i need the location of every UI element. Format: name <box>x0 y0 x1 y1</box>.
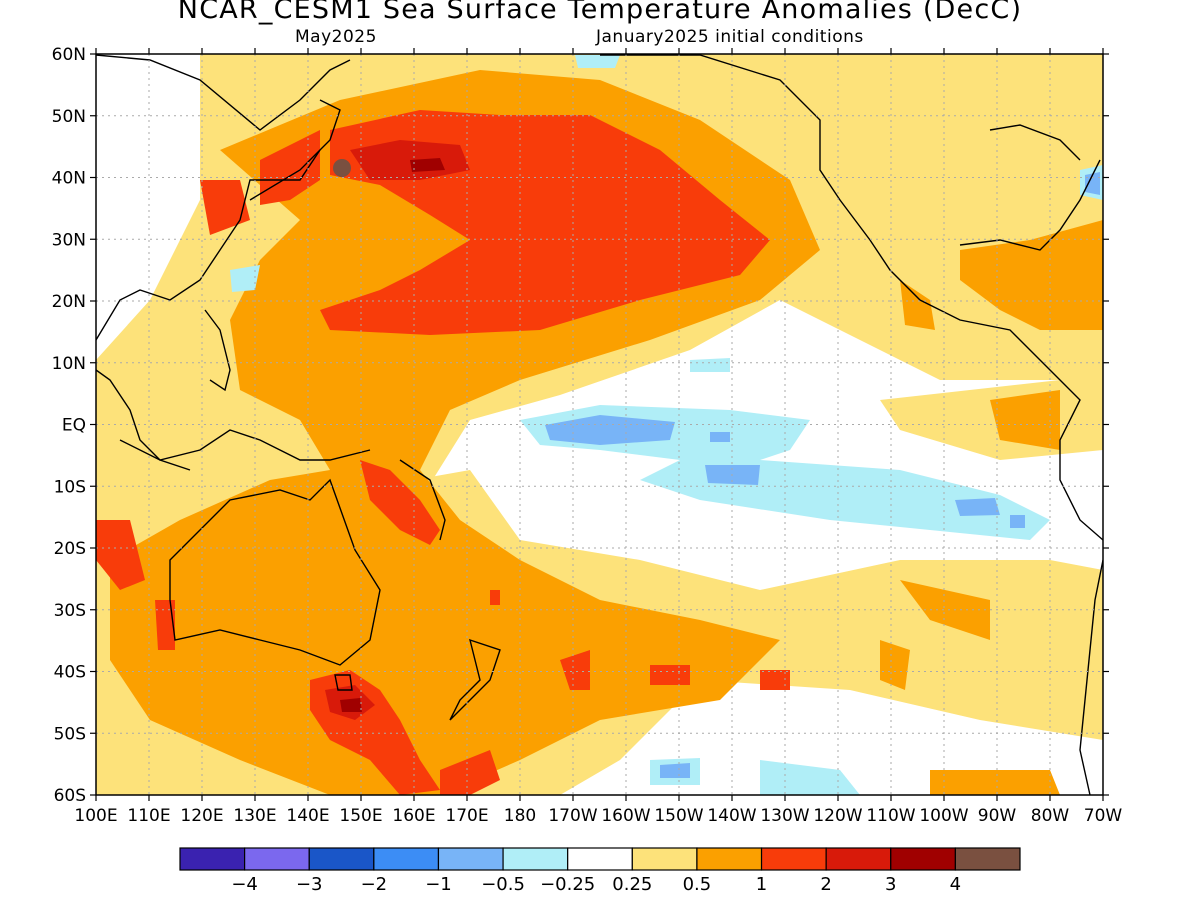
lon-label: 100E <box>74 806 117 826</box>
americas-west-coast <box>600 54 1103 541</box>
japan-coast <box>249 99 341 201</box>
map-title: NCAR_CESM1 Sea Surface Temperature Anoma… <box>177 0 1023 25</box>
colorbar-label: −3 <box>296 874 323 895</box>
lon-label: 140W <box>707 806 756 826</box>
anomaly-fill-4 <box>333 159 351 177</box>
lat-label: 30N <box>52 230 86 250</box>
colorbar-swatch <box>308 847 375 871</box>
lon-label: 120E <box>180 806 223 826</box>
lon-label: 160W <box>601 806 650 826</box>
colorbar-swatch <box>696 847 763 871</box>
colorbar-label: 1 <box>756 874 767 895</box>
colorbar-label: 0.25 <box>612 874 652 895</box>
axis-ticks <box>90 48 1109 801</box>
colorbar-labels: −4 −3 −2 −1 −0.5 −0.25 0.25 0.5 1 2 3 4 <box>231 874 961 895</box>
lon-label: 130W <box>760 806 809 826</box>
philippines-coast <box>204 309 231 392</box>
longitude-labels: 100E 110E 120E 130E 140E 150E 160E 170E 180 170W 1… <box>74 806 1122 826</box>
lat-label: 40N <box>52 169 86 189</box>
initial-conditions-label: January2025 initial conditions <box>596 27 864 47</box>
asia-coast <box>96 54 351 131</box>
lat-label: 60S <box>54 786 86 806</box>
colorbar-swatch <box>567 847 633 871</box>
latitude-labels: 60N 50N 40N 30N 20N 10N EQ 10S 20S 30S 40S 50S 60S <box>52 45 86 806</box>
lat-label: 20N <box>52 292 86 312</box>
lon-label: 150E <box>339 806 382 826</box>
lon-label: 80W <box>1031 806 1070 826</box>
lon-label: 70W <box>1084 806 1123 826</box>
great-lakes <box>989 124 1081 161</box>
anomaly-fill-3 <box>340 158 445 712</box>
lon-label: 140E <box>286 806 329 826</box>
south-america-west-coast <box>1079 559 1103 795</box>
lat-label: 50S <box>54 724 86 744</box>
colorbar-swatch <box>502 847 569 871</box>
colorbar-label: −4 <box>231 874 258 895</box>
lat-label: EQ <box>62 416 86 436</box>
lat-label: 40S <box>54 663 86 683</box>
colorbar-swatch <box>631 847 698 871</box>
lon-label: 180 <box>504 806 536 826</box>
colorbar-label: 4 <box>950 874 961 895</box>
lat-label: 20S <box>54 539 86 559</box>
colorbar-swatch <box>890 847 956 871</box>
new-zealand-coast <box>449 638 501 721</box>
lon-label: 110W <box>866 806 915 826</box>
indonesia-coast <box>119 429 371 461</box>
china-coast <box>96 149 321 341</box>
lon-label: 120W <box>813 806 862 826</box>
lat-label: 50N <box>52 107 86 127</box>
anomaly-fill-neg-0.5 <box>545 172 1100 778</box>
lon-label: 160E <box>392 806 435 826</box>
colorbar <box>179 847 1021 871</box>
australia-coast <box>169 478 381 666</box>
colorbar-swatch <box>760 847 827 871</box>
colorbar-label: −0.5 <box>481 874 525 895</box>
lon-label: 150W <box>654 806 703 826</box>
colorbar-swatch <box>825 847 892 871</box>
colorbar-swatch <box>954 847 1021 871</box>
lat-label: 10S <box>54 477 86 497</box>
colorbar-swatch <box>373 847 440 871</box>
colorbar-label: −0.25 <box>540 874 595 895</box>
coastlines <box>96 54 1103 795</box>
lon-label: 110E <box>127 806 170 826</box>
colorbar-label: 2 <box>820 874 831 895</box>
colorbar-swatch <box>179 847 246 871</box>
colorbar-swatch <box>244 847 310 871</box>
pacific-islands-coast <box>399 459 446 541</box>
lon-label: 170E <box>445 806 488 826</box>
lat-label: 30S <box>54 601 86 621</box>
lon-label: 170W <box>548 806 597 826</box>
lat-label: 10N <box>52 354 86 374</box>
colorbar-label: 3 <box>885 874 896 895</box>
indochina-coast <box>96 369 191 471</box>
lat-label: 60N <box>52 45 86 65</box>
tasmania-coast <box>334 674 353 691</box>
colorbar-label: −2 <box>361 874 388 895</box>
forecast-month: May2025 <box>295 27 377 47</box>
lon-label: 130E <box>233 806 276 826</box>
colorbar-label: −1 <box>425 874 452 895</box>
colorbar-label: 0.5 <box>683 874 712 895</box>
lon-label: 90W <box>978 806 1017 826</box>
lon-label: 100W <box>919 806 968 826</box>
colorbar-swatch <box>437 847 504 871</box>
